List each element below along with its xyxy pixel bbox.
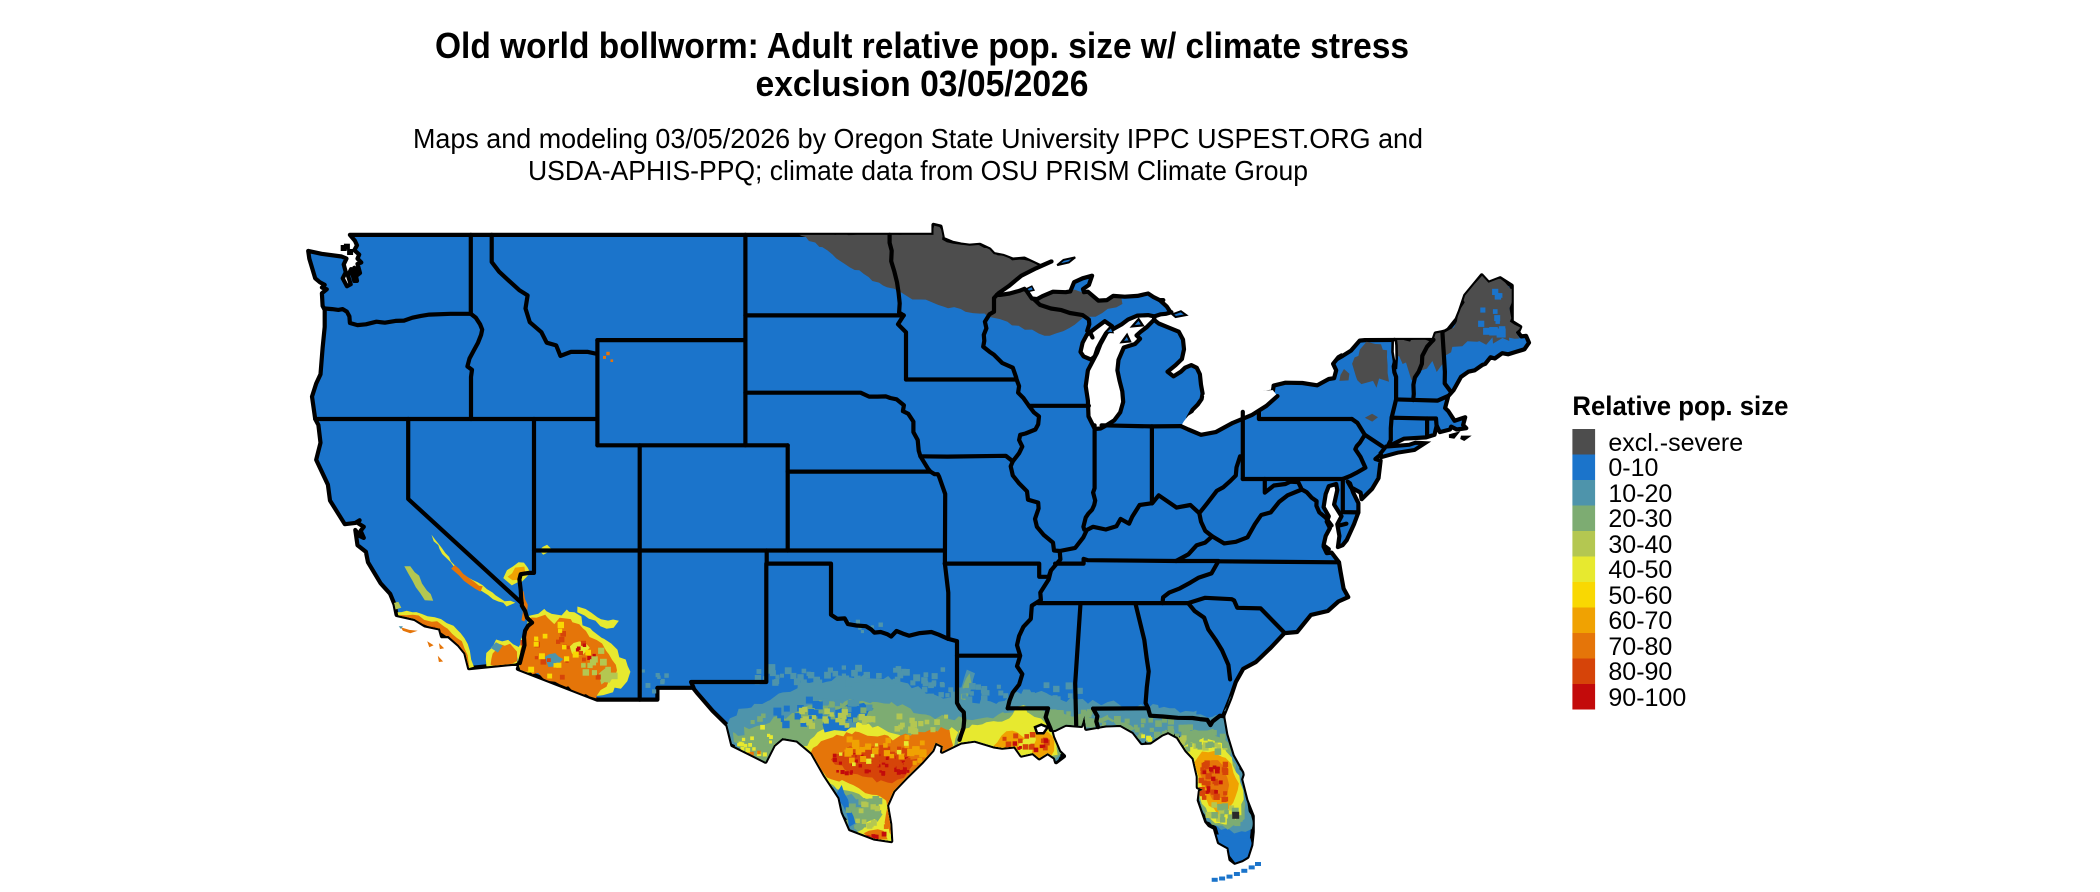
svg-text:70-80: 70-80 — [1608, 633, 1672, 661]
svg-text:exclusion 03/05/2026: exclusion 03/05/2026 — [756, 63, 1089, 104]
svg-text:USDA-APHIS-PPQ; climate data f: USDA-APHIS-PPQ; climate data from OSU PR… — [528, 155, 1308, 186]
svg-text:50-60: 50-60 — [1608, 582, 1672, 610]
svg-text:80-90: 80-90 — [1608, 658, 1672, 686]
svg-text:60-70: 60-70 — [1608, 607, 1672, 635]
svg-text:20-30: 20-30 — [1608, 505, 1672, 533]
svg-text:30-40: 30-40 — [1608, 531, 1672, 559]
svg-text:Maps and modeling 03/05/2026 b: Maps and modeling 03/05/2026 by Oregon S… — [413, 123, 1423, 154]
svg-text:0-10: 0-10 — [1608, 454, 1658, 482]
svg-text:excl.-severe: excl.-severe — [1608, 429, 1743, 457]
svg-text:40-50: 40-50 — [1608, 556, 1672, 584]
svg-text:Old world bollworm: Adult rela: Old world bollworm: Adult relative pop. … — [435, 25, 1409, 66]
svg-text:10-20: 10-20 — [1608, 480, 1672, 508]
svg-text:Relative pop. size: Relative pop. size — [1572, 391, 1788, 421]
svg-text:90-100: 90-100 — [1608, 684, 1686, 712]
